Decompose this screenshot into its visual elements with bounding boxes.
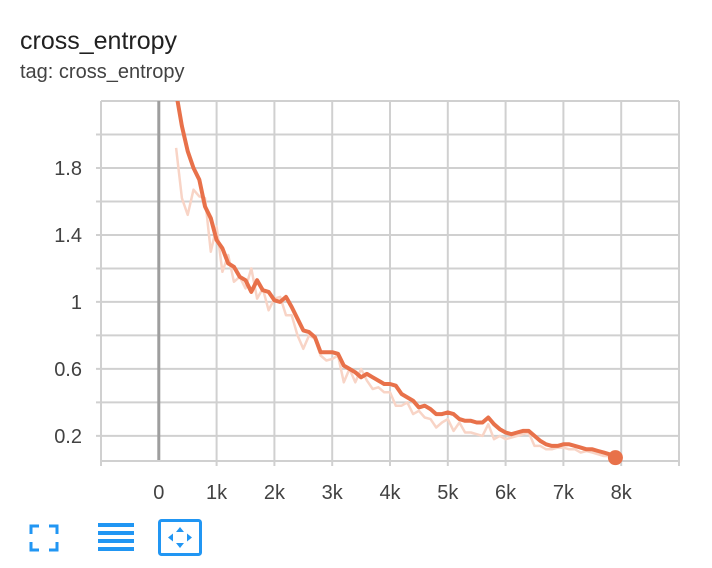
chart-title: cross_entropy [20, 27, 178, 55]
y-tick-label: 0.2 [54, 426, 82, 448]
last-point-marker[interactable] [607, 450, 623, 466]
tick-labels: 0.2 0.6 1 1.4 1.8 0 1k 2k 3k 4k 5k 6k 7k 8k [54, 158, 633, 504]
y-tick-label: 1.8 [54, 158, 82, 180]
chart-grid [96, 100, 680, 466]
fullscreen-button[interactable] [22, 518, 66, 558]
x-tick-label: 6k [495, 482, 517, 504]
raw-series [174, 147, 616, 459]
toggle-log-scale-icon [98, 523, 134, 551]
smoothed-series [175, 101, 618, 460]
toggle-log-scale-button[interactable] [94, 518, 138, 558]
fit-domain-icon [158, 519, 202, 556]
x-tick-label: 2k [264, 482, 286, 504]
x-tick-label: 1k [206, 482, 228, 504]
line-chart[interactable]: 0.2 0.6 1 1.4 1.8 0 1k 2k 3k 4k 5k 6k 7k 8k [0, 0, 712, 510]
x-tick-label: 8k [611, 482, 633, 504]
fit-domain-button[interactable] [157, 518, 202, 558]
y-tick-label: 0.6 [54, 359, 82, 381]
x-tick-label: 7k [553, 482, 575, 504]
y-tick-label: 1.4 [54, 225, 82, 247]
fullscreen-icon [29, 524, 59, 552]
smoothed-series-line [175, 101, 618, 460]
x-tick-label: 4k [379, 482, 401, 504]
x-tick-label: 0 [153, 482, 164, 504]
chart-axes [101, 101, 679, 462]
chart-subtitle: tag: cross_entropy [20, 61, 185, 83]
x-tick-label: 3k [322, 482, 344, 504]
x-tick-label: 5k [437, 482, 459, 504]
y-tick-label: 1 [71, 292, 82, 314]
raw-series-line [174, 147, 616, 459]
